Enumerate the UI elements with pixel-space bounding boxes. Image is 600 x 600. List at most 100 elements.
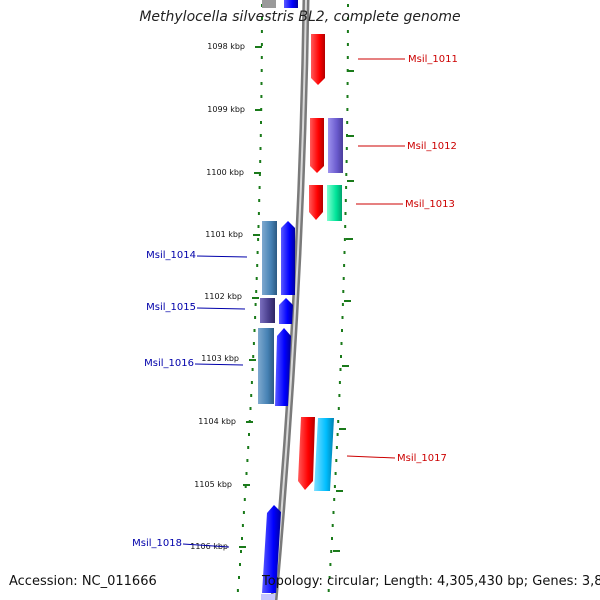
inner-ring-dot [254,316,257,319]
ring-major-tick [346,238,353,240]
kbp-major-tick [252,297,259,299]
outer-ring-dot [334,472,337,475]
gene-label-msil-1016[interactable]: Msil_1016 [144,358,194,369]
outer-ring-dot [344,212,347,215]
inner-ring-dot [260,56,263,59]
outer-ring-dot [331,524,334,527]
inner-ring-dot [254,303,257,306]
genome-backbone-highlight [273,0,307,600]
accession-text: Accession: NC_011666 [9,574,157,589]
gene-msil-1015[interactable] [260,298,275,323]
outer-right-tick-ring [327,4,349,592]
gene-label-msil-1017[interactable]: Msil_1017 [397,453,447,464]
inner-ring-dot [260,95,263,98]
inner-ring-dot [255,277,258,280]
inner-ring-dot [260,69,263,72]
outer-ring-dot [335,446,338,449]
outer-ring-dot [343,238,346,241]
inner-ring-dot [259,147,262,150]
outer-ring-dot [330,550,333,553]
gene-msil-1012-companion[interactable] [328,118,343,173]
inner-left-tick-ring [236,4,263,592]
gene-leader-lines [182,58,405,548]
outer-ring-dot [346,82,349,85]
inner-ring-dot [252,342,255,345]
outer-ring-dot [345,147,348,150]
gene-msil-1014-companion[interactable] [281,221,295,295]
inner-ring-dot [258,173,261,176]
ring-major-tick [347,70,354,72]
inner-ring-dot [243,498,246,501]
gene-msil-1017-companion[interactable] [314,418,334,491]
gene-msil-1014[interactable] [262,221,277,295]
inner-ring-dot [257,238,260,241]
inner-ring-dot [249,407,252,410]
gene-label-msil-1015[interactable]: Msil_1015 [146,302,196,313]
tick-label-1102: 1102 kbp [204,292,242,301]
ring-major-tick [339,428,346,430]
inner-ring-dot [250,394,253,397]
outer-ring-dot [333,498,336,501]
outer-ring-dot [335,459,338,462]
outer-ring-dot [332,511,335,514]
topology-text: Topology: circular; Length: 4,305,430 bp… [262,574,600,589]
gene-msil-1016-companion[interactable] [275,328,291,406]
gene-msil-1012[interactable] [310,118,324,173]
inner-ring-dot [245,472,248,475]
gene-msil-1015-companion[interactable] [279,298,293,324]
tick-label-1105: 1105 kbp [194,480,232,489]
outer-ring-dot [346,30,349,33]
gene-msil-1018[interactable] [262,505,281,593]
kbp-major-tick [254,172,261,174]
outer-ring-dot [328,576,331,579]
outer-ring-dot [331,537,333,540]
outer-ring-dot [347,4,349,7]
gene-label-msil-1012[interactable]: Msil_1012 [407,141,457,152]
outer-ring-dot [347,17,349,20]
outer-ring-dot [341,316,344,319]
outer-ring-dot [344,225,347,228]
outer-ring-dot [333,485,336,488]
gene-label-msil-1013[interactable]: Msil_1013 [405,199,455,210]
outer-ring-dot [346,108,349,111]
gene-msil-1017[interactable] [298,417,315,490]
inner-ring-dot [239,563,241,566]
gene-label-msil-1018[interactable]: Msil_1018 [132,538,182,549]
outer-ring-dot [340,355,342,358]
outer-ring-dot [327,589,330,592]
feature-top-gray [262,0,276,8]
inner-ring-dot [251,368,254,371]
inner-ring-dot [259,134,262,137]
inner-ring-dot [246,459,249,462]
tick-label-1098: 1098 kbp [207,42,245,51]
outer-ring-dot [343,251,346,254]
kbp-major-tick [239,546,246,548]
gene-label-msil-1011[interactable]: Msil_1011 [408,54,458,65]
outer-ring-dot [339,368,342,371]
inner-ring-dot [253,329,256,332]
kbp-major-tick [255,109,262,111]
gene-msil-1013[interactable] [309,185,323,220]
inner-ring-dot [257,212,260,215]
ring-major-tick [336,490,343,492]
gene-label-msil-1014[interactable]: Msil_1014 [146,250,196,261]
outer-ring-dot [341,303,344,306]
gene-msil-1016[interactable] [258,328,274,404]
ring-major-tick [344,300,351,302]
outer-ring-dot [344,199,347,202]
inner-ring-dot [256,264,259,267]
inner-ring-dot [252,355,255,358]
inner-ring-dot [259,160,262,163]
gene-msil-1011[interactable] [311,34,325,85]
inner-ring-dot [260,43,263,46]
tick-label-1106: 1106 kbp [190,542,228,551]
feature-bottom-blue [261,594,275,600]
outer-ring-dot [346,56,349,59]
inner-ring-dot [261,17,263,20]
outer-ring-dot [345,186,348,189]
kbp-major-tick [255,46,262,48]
inner-ring-dot [260,82,263,85]
tick-label-1103: 1103 kbp [201,354,239,363]
gene-msil-1013-companion[interactable] [327,185,342,221]
inner-ring-dot [258,199,261,202]
